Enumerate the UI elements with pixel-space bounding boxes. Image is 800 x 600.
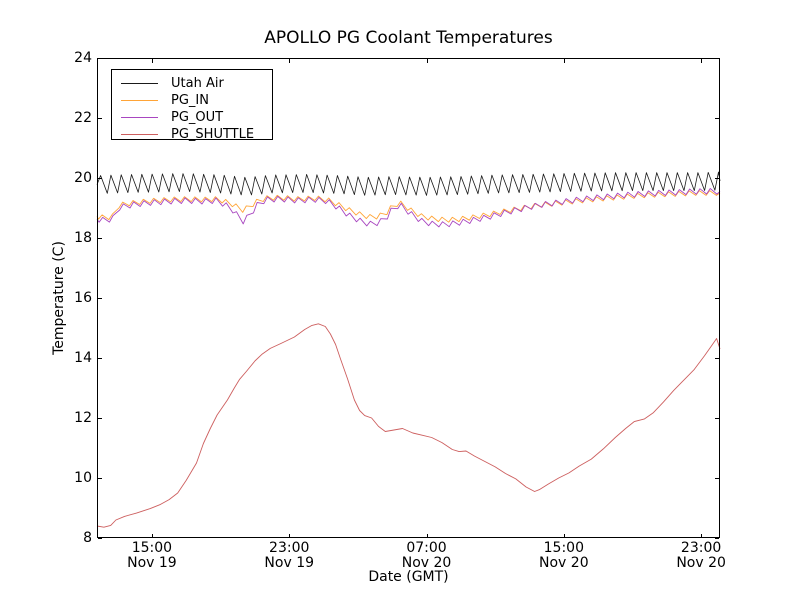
y-tick-label: 14 bbox=[74, 350, 92, 366]
x-tick-time: 23:00 bbox=[269, 540, 310, 556]
y-tick-label: 16 bbox=[74, 290, 92, 306]
x-tick-date: Nov 19 bbox=[127, 555, 177, 571]
x-tick-label: 07:00 Nov 20 bbox=[382, 541, 472, 571]
legend-label: PG_OUT bbox=[171, 109, 224, 125]
series-line-pg-shuttle bbox=[96, 323, 721, 528]
legend-item: PG_SHUTTLE bbox=[121, 126, 272, 142]
chart-title: APOLLO PG Coolant Temperatures bbox=[264, 28, 553, 48]
x-axis-label: Date (GMT) bbox=[368, 569, 449, 585]
x-tick-time: 15:00 bbox=[543, 540, 584, 556]
legend-label: PG_SHUTTLE bbox=[171, 126, 255, 142]
y-tick-label: 20 bbox=[74, 170, 92, 186]
y-tick-label: 22 bbox=[74, 110, 92, 126]
legend-swatch-line bbox=[121, 133, 158, 135]
x-tick-time: 07:00 bbox=[406, 540, 447, 556]
y-tick-label: 8 bbox=[83, 530, 92, 546]
legend: Utah Air PG_IN PG_OUT PG_SHUTTLE bbox=[111, 69, 273, 142]
tick-marks bbox=[98, 58, 719, 539]
legend-swatch-line bbox=[121, 99, 158, 101]
series-line-pg-out bbox=[96, 188, 721, 228]
legend-swatch-line bbox=[121, 82, 158, 84]
y-tick-label: 10 bbox=[74, 470, 92, 486]
axes-frame bbox=[97, 58, 720, 538]
x-tick-date: Nov 20 bbox=[401, 555, 452, 571]
legend-swatch-line bbox=[121, 116, 158, 118]
x-tick-label: 23:00 Nov 20 bbox=[656, 541, 746, 571]
series-line-pg-in bbox=[96, 190, 721, 223]
x-tick-date: Nov 19 bbox=[264, 555, 315, 571]
x-tick-time: 15:00 bbox=[131, 540, 173, 556]
x-tick-label: 23:00 Nov 19 bbox=[244, 541, 334, 571]
x-tick-label: 15:00 Nov 20 bbox=[519, 541, 609, 571]
legend-item: PG_OUT bbox=[121, 109, 272, 125]
x-tick-date: Nov 20 bbox=[676, 555, 726, 571]
legend-item: PG_IN bbox=[121, 92, 272, 108]
y-tick-label: 24 bbox=[74, 50, 92, 66]
x-tick-label: 15:00 Nov 19 bbox=[107, 541, 197, 571]
x-tick-date: Nov 20 bbox=[539, 555, 589, 571]
legend-label: Utah Air bbox=[171, 75, 224, 91]
legend-item: Utah Air bbox=[121, 75, 272, 91]
series-line-utah-air bbox=[96, 171, 721, 196]
y-tick-label: 12 bbox=[74, 410, 92, 426]
legend-label: PG_IN bbox=[171, 92, 209, 108]
y-tick-label: 18 bbox=[74, 230, 92, 246]
x-tick-time: 23:00 bbox=[680, 540, 722, 556]
